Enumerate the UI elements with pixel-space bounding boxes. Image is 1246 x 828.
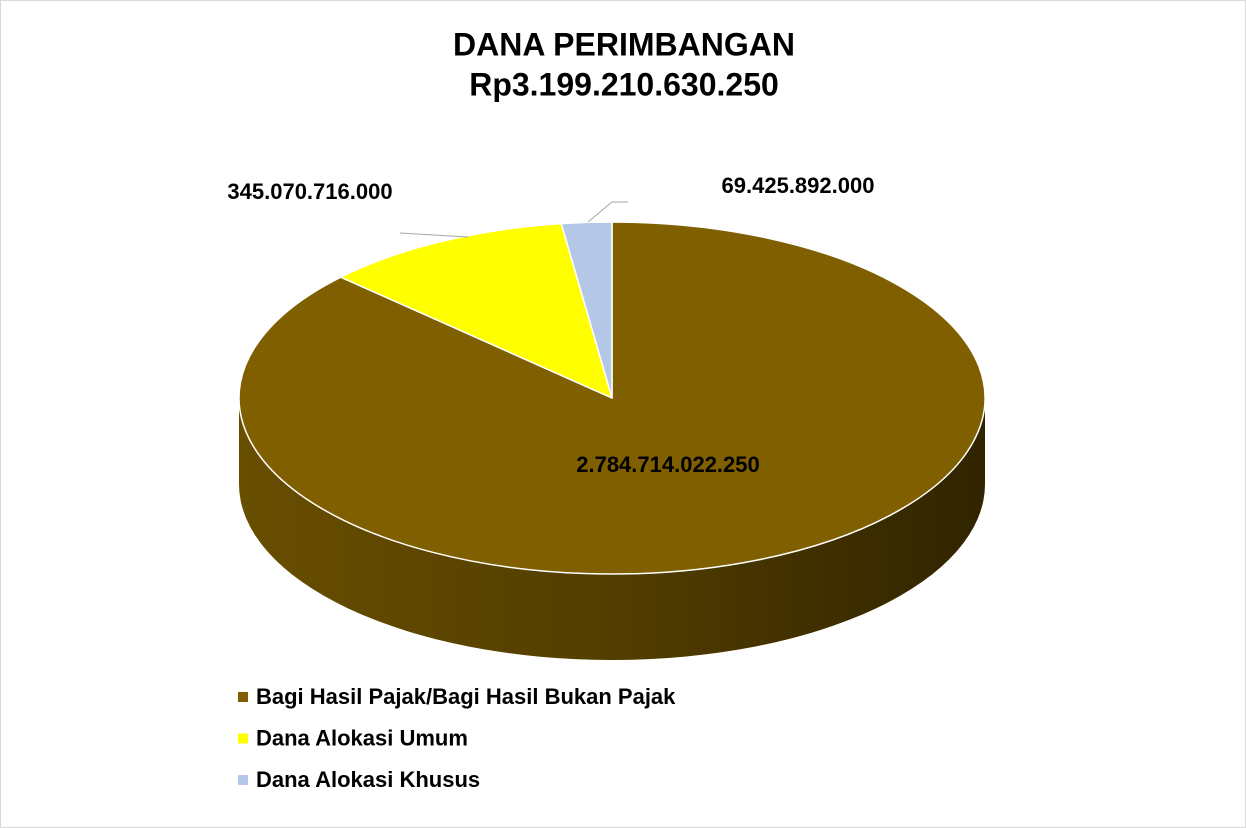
pie-side-shade [239,398,985,660]
chart-subtitle: Rp3.199.210.630.250 [469,66,779,102]
legend-swatch [238,775,248,785]
legend-label: Dana Alokasi Khusus [256,767,480,792]
pie-slice [340,222,613,399]
legend-label: Bagi Hasil Pajak/Bagi Hasil Bukan Pajak [256,684,676,709]
pie-slice [560,221,613,399]
leader-line [399,232,469,238]
legend-swatch [238,733,248,744]
data-label: 2.784.714.022.250 [576,452,760,477]
legend-swatch [238,692,248,702]
labels: 2.784.714.022.250 345.070.716.000 69.425.8… [227,173,874,477]
data-label: 69.425.892.000 [722,173,875,198]
leader-line [587,201,628,223]
legend: Bagi Hasil Pajak/Bagi Hasil Bukan Pajak D… [238,684,676,792]
legend-label: Dana Alokasi Umum [256,725,468,750]
data-label: 345.070.716.000 [227,179,392,204]
chart-title: DANA PERIMBANGAN [453,26,795,62]
pie [238,221,986,660]
